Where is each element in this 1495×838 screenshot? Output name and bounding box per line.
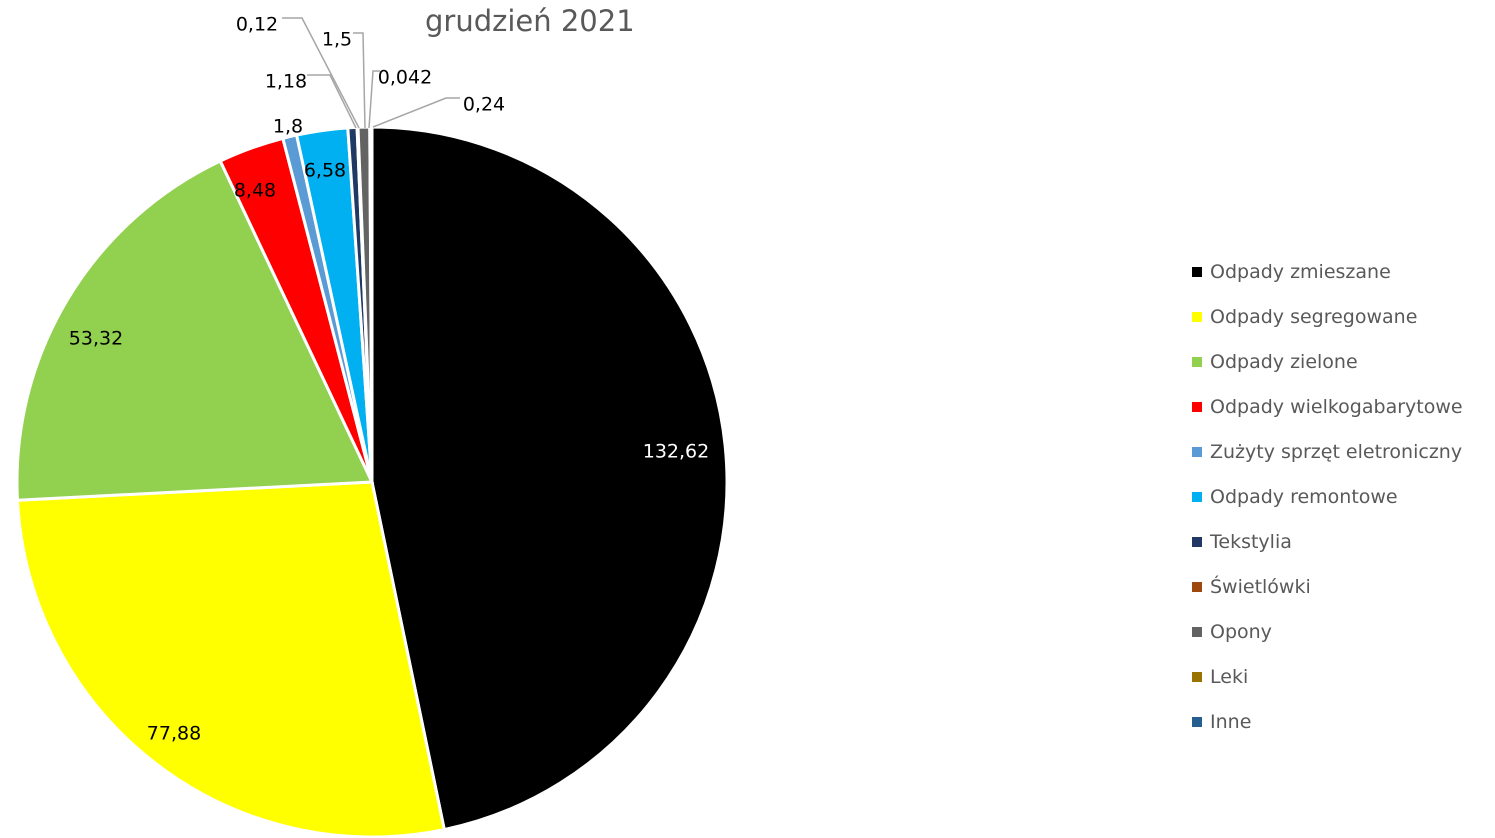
legend-item: Odpady wielkogabarytowe (1192, 384, 1463, 429)
legend-label: Odpady wielkogabarytowe (1210, 395, 1463, 418)
pie-slice-3 (15, 159, 375, 502)
legend-swatch (1192, 671, 1202, 682)
data-label-3: 53,32 (69, 328, 123, 350)
legend-label: Zużyty sprzęt eletroniczny (1210, 440, 1463, 463)
legend-swatch (1192, 311, 1202, 322)
legend-item: Tekstylia (1192, 519, 1463, 564)
legend-swatch (1192, 401, 1202, 412)
data-label-4: 8,48 (234, 180, 276, 202)
data-label-6: 6,58 (304, 160, 346, 182)
chart-legend: Odpady zmieszane Odpady segregowane Odpady… (1192, 249, 1463, 744)
legend-label: Opony (1210, 620, 1272, 643)
leader-line-11 (372, 97, 460, 128)
leader-line-9 (353, 32, 366, 129)
legend-item: Leki (1192, 654, 1463, 699)
data-label-11: 0,24 (463, 94, 505, 116)
legend-swatch (1192, 446, 1202, 457)
legend-item: Odpady segregowane (1192, 294, 1463, 339)
legend-item: Inne (1192, 699, 1463, 744)
chart-title: grudzień 2021 (425, 4, 635, 38)
legend-swatch (1192, 356, 1202, 367)
pie-slice-2 (15, 480, 447, 838)
legend-label: Odpady segregowane (1210, 305, 1418, 328)
legend-label: Odpady zmieszane (1210, 260, 1391, 283)
leader-line-8 (282, 17, 360, 129)
legend-item: Zużyty sprzęt eletroniczny (1192, 429, 1463, 474)
legend-item: Odpady zielone (1192, 339, 1463, 384)
legend-swatch (1192, 536, 1202, 547)
data-label-8: 0,12 (236, 14, 278, 36)
data-label-1: 132,62 (643, 441, 709, 463)
data-label-9: 1,5 (322, 29, 352, 51)
pie-slice-1 (370, 125, 729, 832)
legend-swatch (1192, 716, 1202, 727)
data-label-2: 77,88 (147, 723, 201, 745)
leader-line-7 (307, 74, 357, 129)
data-label-7: 1,18 (265, 71, 307, 93)
legend-item: Odpady remontowe (1192, 474, 1463, 519)
legend-item: Świetlówki (1192, 564, 1463, 609)
data-label-10: 0,042 (378, 67, 432, 89)
legend-label: Świetlówki (1210, 575, 1311, 598)
legend-swatch (1192, 626, 1202, 637)
legend-label: Odpady zielone (1210, 350, 1358, 373)
legend-item: Opony (1192, 609, 1463, 654)
legend-label: Inne (1210, 710, 1252, 733)
legend-label: Tekstylia (1210, 530, 1292, 553)
legend-label: Odpady remontowe (1210, 485, 1398, 508)
legend-item: Odpady zmieszane (1192, 249, 1463, 294)
legend-swatch (1192, 581, 1202, 592)
legend-label: Leki (1210, 665, 1249, 688)
pie-slice-11 (368, 125, 374, 483)
legend-swatch (1192, 491, 1202, 502)
data-label-5: 1,8 (273, 116, 303, 138)
leader-line-10 (368, 70, 380, 129)
legend-swatch (1192, 266, 1202, 277)
